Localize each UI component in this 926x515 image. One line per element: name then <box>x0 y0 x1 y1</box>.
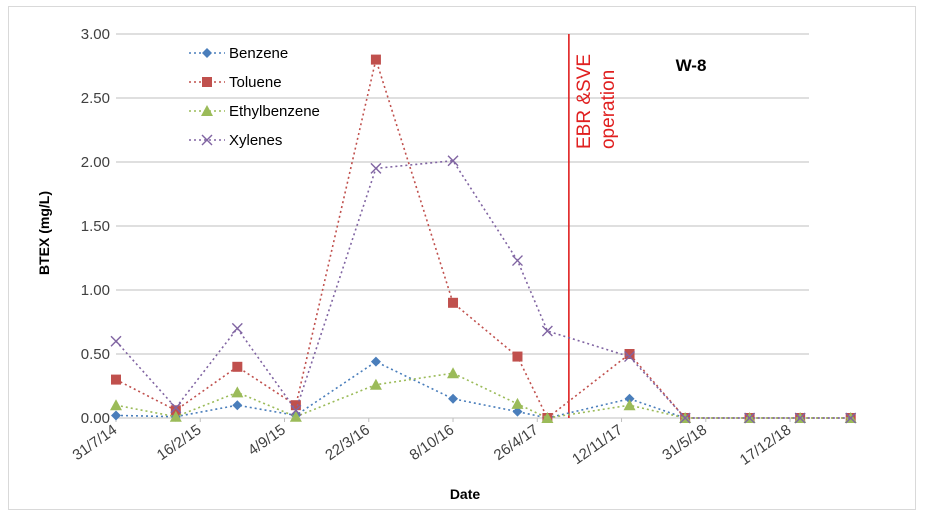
legend-item-xylenes: Xylenes <box>189 132 282 149</box>
legend-item-benzene: Benzene <box>189 45 288 62</box>
xylenes-point <box>624 351 636 363</box>
ethylbenzene-point <box>511 397 524 409</box>
benzene-point <box>624 393 635 404</box>
marker-stroke <box>201 134 213 146</box>
y-tick-label: 0.00 <box>81 410 110 427</box>
toluene-point <box>232 361 243 372</box>
series-layer <box>110 54 857 424</box>
xylenes-point <box>370 162 382 174</box>
marker-stroke <box>110 335 122 347</box>
legend-item-toluene: Toluene <box>189 74 282 91</box>
y-tick-label: 0.50 <box>81 346 110 363</box>
annotation-text: EBR &SVE <box>574 54 595 149</box>
marker-stroke <box>447 155 459 167</box>
marker-stroke <box>290 404 302 416</box>
ethylbenzene-point <box>289 410 302 422</box>
toluene-series <box>111 54 856 423</box>
xylenes-point <box>231 322 243 334</box>
legend-label: Ethylbenzene <box>229 103 320 120</box>
x-tick-label: 16/2/15 <box>154 421 205 464</box>
ethylbenzene-line <box>115 372 851 419</box>
y-tick-label: 1.00 <box>81 282 110 299</box>
xylenes-point <box>290 404 302 416</box>
marker-stroke <box>624 351 636 363</box>
xylenes-point <box>744 412 756 424</box>
marker-stroke <box>370 162 382 174</box>
legend-label: Benzene <box>229 45 288 62</box>
ethylbenzene-point <box>110 399 122 411</box>
toluene-point <box>512 351 523 362</box>
xylenes-point <box>170 402 182 414</box>
legend-marker <box>201 134 213 146</box>
xylenes-series <box>110 155 857 424</box>
marker-stroke <box>511 255 523 267</box>
x-tick-label: 4/9/15 <box>245 421 289 459</box>
marker-stroke <box>744 412 756 424</box>
toluene-point <box>370 54 381 65</box>
xylenes-point <box>845 412 857 424</box>
benzene-point <box>512 406 523 417</box>
xylenes-point <box>794 412 806 424</box>
marker-stroke <box>794 412 806 424</box>
xylenes-point <box>110 335 122 347</box>
ethylbenzene-point <box>541 412 554 423</box>
ethylbenzene-point <box>623 399 636 411</box>
marker-stroke <box>231 322 243 334</box>
btex-line-chart: 0.00 0.50 1.00 1.50 2.00 2.50 3.00 31/7/14 16/2… <box>36 26 857 502</box>
x-axis-title: Date <box>450 486 481 502</box>
toluene-line <box>115 56 851 420</box>
annotation-text: operation <box>598 70 619 149</box>
benzene-point <box>370 356 381 367</box>
legend-label: Xylenes <box>229 132 282 149</box>
x-tick-label: 31/7/14 <box>70 421 121 464</box>
y-tick-label: 3.00 <box>81 26 110 43</box>
grid-layer <box>116 33 809 355</box>
legend: Benzene Toluene Ethylbenzene Xylenes <box>189 45 320 149</box>
benzene-line <box>115 360 851 419</box>
y-tick-label: 2.50 <box>81 90 110 107</box>
marker-stroke <box>845 412 857 424</box>
benzene-point <box>448 393 459 404</box>
toluene-point <box>448 297 459 308</box>
x-tick-labels: 31/7/14 16/2/15 4/9/15 22/3/16 8/10/16 26/4/1… <box>70 418 795 469</box>
x-tick-label: 17/12/18 <box>737 421 795 468</box>
legend-marker <box>202 48 212 58</box>
x-tick-label: 8/10/16 <box>407 421 458 464</box>
marker-stroke <box>170 402 182 414</box>
xylenes-line <box>115 159 851 419</box>
chart-frame: 0.00 0.50 1.00 1.50 2.00 2.50 3.00 31/7/14 16/2… <box>8 6 916 510</box>
legend-label: Toluene <box>229 74 282 91</box>
benzene-series <box>111 356 856 423</box>
ethylbenzene-point <box>169 410 182 422</box>
marker-stroke <box>679 412 691 424</box>
legend-item-ethylbenzene: Ethylbenzene <box>189 103 320 120</box>
toluene-point <box>624 349 635 359</box>
x-tick-label: 26/4/17 <box>491 421 542 464</box>
y-tick-labels: 0.00 0.50 1.00 1.50 2.00 2.50 3.00 <box>81 26 110 427</box>
chart-title: W-8 <box>676 56 707 75</box>
toluene-point <box>290 400 301 411</box>
annotation-layer: EBR &SVE operation <box>568 34 619 418</box>
y-tick-label: 1.50 <box>81 218 110 235</box>
xylenes-point <box>511 255 523 267</box>
y-axis-title: BTEX (mg/L) <box>36 191 52 275</box>
x-tick-label: 22/3/16 <box>322 421 373 464</box>
benzene-point <box>111 410 121 421</box>
x-tick-label: 12/11/17 <box>569 421 626 468</box>
ethylbenzene-point <box>231 386 244 398</box>
toluene-point <box>170 405 181 416</box>
xylenes-point <box>541 325 553 337</box>
y-tick-label: 2.00 <box>81 154 110 171</box>
xylenes-point <box>447 155 459 167</box>
legend-marker <box>202 77 212 87</box>
legend-marker <box>201 105 213 116</box>
toluene-point <box>111 374 121 385</box>
x-tick-label: 31/5/18 <box>659 421 710 464</box>
ethylbenzene-point <box>369 378 382 390</box>
ethylbenzene-point <box>447 367 460 379</box>
xylenes-point <box>679 412 691 424</box>
marker-stroke <box>541 325 553 337</box>
benzene-point <box>232 400 243 411</box>
